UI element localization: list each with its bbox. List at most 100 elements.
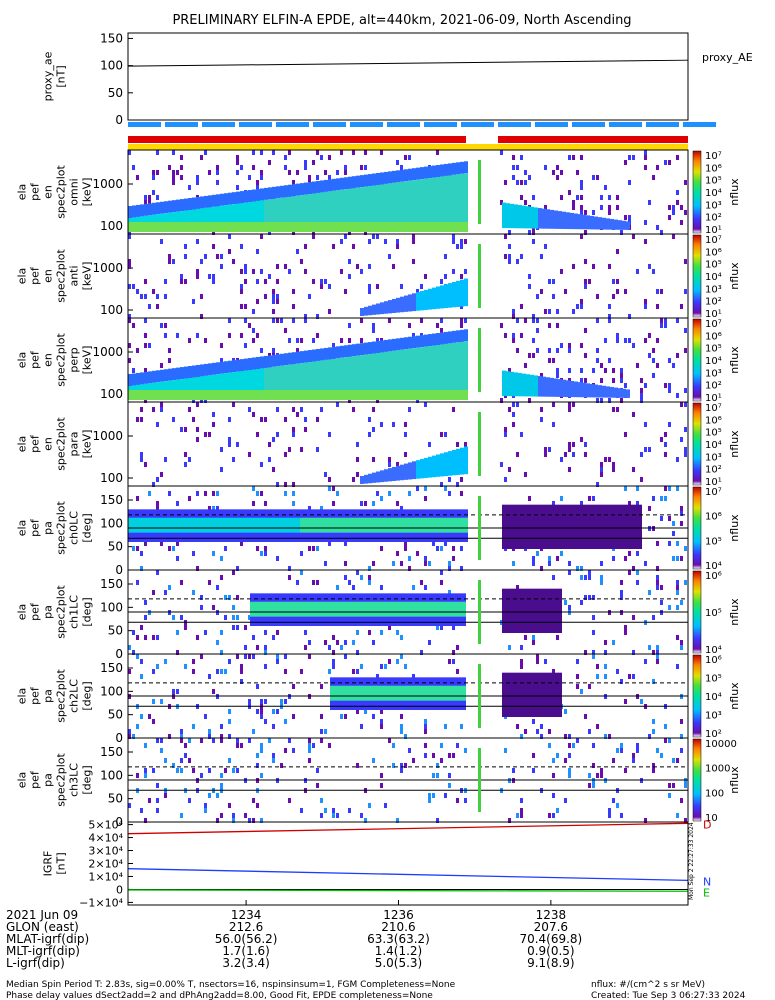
pef-en-spec2plot-perp-cell <box>144 368 147 373</box>
igrf-ytick-label: −1×10⁴ <box>79 896 123 909</box>
pef-en-spec2plot-omni-cell <box>512 165 515 170</box>
pef-pa-spec2plot-ch3LC-cell <box>624 768 627 773</box>
pef-en-spec2plot-omni-flux-band-cell <box>356 175 360 188</box>
pef-en-spec2plot-perp-flux-band-cell <box>208 375 212 392</box>
pef-pa-spec2plot-ch0LC-colorbar-tick: 10⁷ <box>705 487 722 498</box>
pef-en-spec2plot-perp-flux-band-cell <box>392 350 396 392</box>
pef-en-spec2plot-anti-flux-band <box>360 278 468 316</box>
pef-pa-spec2plot-ch0LC-cell <box>684 546 687 551</box>
pef-en-spec2plot-anti-cell <box>592 264 595 269</box>
pef-en-spec2plot-perp-cell <box>584 353 587 358</box>
pef-pa-spec2plot-ch3LC-ytick-label: 150 <box>100 745 123 759</box>
pef-en-spec2plot-omni-flux-band-cell <box>534 207 538 229</box>
pef-en-spec2plot-perp-cell <box>660 318 663 323</box>
pef-pa-spec2plot-ch1LC-cell <box>588 575 591 580</box>
pef-pa-spec2plot-ch1LC-flux-band-cell <box>402 601 406 617</box>
pef-pa-spec2plot-ch0LC-cell <box>644 561 647 566</box>
pef-en-spec2plot-omni-cell <box>628 215 631 220</box>
pef-en-spec2plot-perp-flux-band-cell <box>164 369 168 382</box>
pef-pa-spec2plot-ch2LC-cell <box>152 719 155 724</box>
pef-en-spec2plot-anti-cell <box>684 259 687 264</box>
pef-en-spec2plot-para-cell <box>408 407 411 412</box>
pef-en-spec2plot-anti-cell <box>412 234 415 239</box>
pef-en-spec2plot-omni-flux-band-cell <box>332 178 336 191</box>
pef-en-spec2plot-omni-flux-band-cell <box>320 192 324 224</box>
pef-en-spec2plot-perp-flux-band-cell <box>216 390 220 400</box>
pef-pa-spec2plot-ch0LC-cell <box>404 546 407 551</box>
pef-en-spec2plot-anti-cell <box>268 274 271 279</box>
pef-pa-spec2plot-ch1LC-cell <box>380 585 383 590</box>
pef-pa-spec2plot-ch1LC-cell <box>336 585 339 590</box>
pef-en-spec2plot-perp-cell <box>160 323 163 328</box>
pef-pa-spec2plot-ch0LC-flux-band-cell <box>610 504 614 549</box>
pef-en-spec2plot-para-flux-band-cell <box>396 465 400 481</box>
pef-pa-spec2plot-ch2LC-cell <box>356 669 359 674</box>
pef-pa-spec2plot-ch2LC-cell <box>300 669 303 674</box>
pef-pa-spec2plot-ch2LC-flux-band-cell <box>454 685 458 701</box>
pef-en-spec2plot-omni-flux-band-cell <box>248 202 252 224</box>
pef-en-spec2plot-omni-flux-band-cell <box>522 205 526 229</box>
coverage-blue-segment <box>165 122 198 127</box>
pef-en-spec2plot-omni-flux-band-cell <box>598 217 602 230</box>
pef-en-spec2plot-omni-flux-band-cell <box>368 174 372 187</box>
pef-pa-spec2plot-ch2LC-cell <box>152 699 155 704</box>
pef-en-spec2plot-anti-cell <box>212 274 215 279</box>
pef-en-spec2plot-anti-cell <box>464 269 467 274</box>
pef-pa-spec2plot-ch1LC-cell <box>520 645 523 650</box>
pef-en-spec2plot-para-cell <box>568 467 571 472</box>
pef-pa-spec2plot-ch3LC-colorbar <box>692 738 702 822</box>
pef-pa-spec2plot-ch2LC-flux-band-cell <box>450 685 454 701</box>
pef-en-spec2plot-omni-flux-band-cell <box>204 195 208 208</box>
pef-en-spec2plot-perp-cell <box>596 398 599 403</box>
pef-en-spec2plot-anti-cell <box>220 264 223 269</box>
pef-pa-spec2plot-ch0LC-flux-band-cell <box>140 517 144 533</box>
pef-en-spec2plot-perp-cell <box>528 353 531 358</box>
pef-pa-spec2plot-ch3LC-cell <box>288 798 291 803</box>
pef-en-spec2plot-anti-cell <box>304 314 307 319</box>
pef-en-spec2plot-omni-flux-band-cell <box>538 208 542 229</box>
pef-en-spec2plot-perp-flux-band-cell <box>562 379 566 397</box>
pef-pa-spec2plot-ch2LC-cell <box>452 659 455 664</box>
pef-en-spec2plot-anti-cell <box>296 249 299 254</box>
pef-en-spec2plot-perp-flux-band-cell <box>212 390 216 400</box>
pef-en-spec2plot-anti-cell <box>172 259 175 264</box>
pef-en-spec2plot-omni-flux-band-cell <box>360 187 364 224</box>
xaxis-mlat-label: 63.3(63.2) <box>367 932 430 946</box>
pef-en-spec2plot-perp-flux-band-cell <box>180 367 184 380</box>
pef-pa-spec2plot-ch1LC-cell <box>332 635 335 640</box>
pef-en-spec2plot-anti-colorbar-tick: 10⁴ <box>705 272 722 283</box>
pef-pa-spec2plot-ch2LC-cell <box>596 674 599 679</box>
pef-en-spec2plot-omni-cell <box>644 165 647 170</box>
pef-en-spec2plot-omni-flux-band-cell <box>156 214 160 224</box>
pef-en-spec2plot-omni-cell <box>180 165 183 170</box>
coverage-blue-segment <box>387 122 420 127</box>
pef-pa-spec2plot-ch0LC-cell <box>676 556 679 561</box>
pef-pa-spec2plot-ch3LC-cell <box>256 763 259 768</box>
pef-pa-spec2plot-ch1LC-cell <box>592 595 595 600</box>
pef-en-spec2plot-omni-cell <box>208 170 211 175</box>
pef-en-spec2plot-perp-flux-band-cell <box>328 390 332 400</box>
pef-pa-spec2plot-ch1LC-flux-band-cell <box>394 601 398 617</box>
pef-pa-spec2plot-ch2LC-flux-band-cell <box>338 685 342 701</box>
pef-en-spec2plot-omni-flux-band-cell <box>392 170 396 183</box>
pef-pa-spec2plot-ch3LC-cell <box>532 753 535 758</box>
pef-en-spec2plot-omni-flux-band-cell <box>288 196 292 224</box>
pef-en-spec2plot-omni-cell <box>296 170 299 175</box>
coverage-blue-segment <box>572 122 605 127</box>
pef-en-spec2plot-perp-cell <box>536 328 539 333</box>
pef-pa-spec2plot-ch2LC-cell <box>676 664 679 669</box>
pef-en-spec2plot-para-cell <box>632 412 635 417</box>
pef-en-spec2plot-anti-cell <box>156 304 159 309</box>
pef-en-spec2plot-omni-flux-band-cell <box>412 222 416 232</box>
pef-pa-spec2plot-ch0LC-flux-band-cell <box>336 517 340 533</box>
pef-pa-spec2plot-ch2LC-cell <box>320 684 323 689</box>
pef-pa-spec2plot-ch2LC-cell <box>252 654 255 659</box>
pef-en-spec2plot-perp-cell <box>600 398 603 403</box>
pef-pa-spec2plot-ch3LC-cell <box>532 768 535 773</box>
pef-pa-spec2plot-ch3LC-cell <box>332 813 335 818</box>
pef-pa-spec2plot-ch2LC-cell <box>400 724 403 729</box>
pef-en-spec2plot-anti-cell <box>452 269 455 274</box>
pef-pa-spec2plot-ch0LC-cell <box>192 551 195 556</box>
pef-en-spec2plot-omni-cell <box>172 150 175 155</box>
pef-en-spec2plot-anti-cell <box>576 304 579 309</box>
